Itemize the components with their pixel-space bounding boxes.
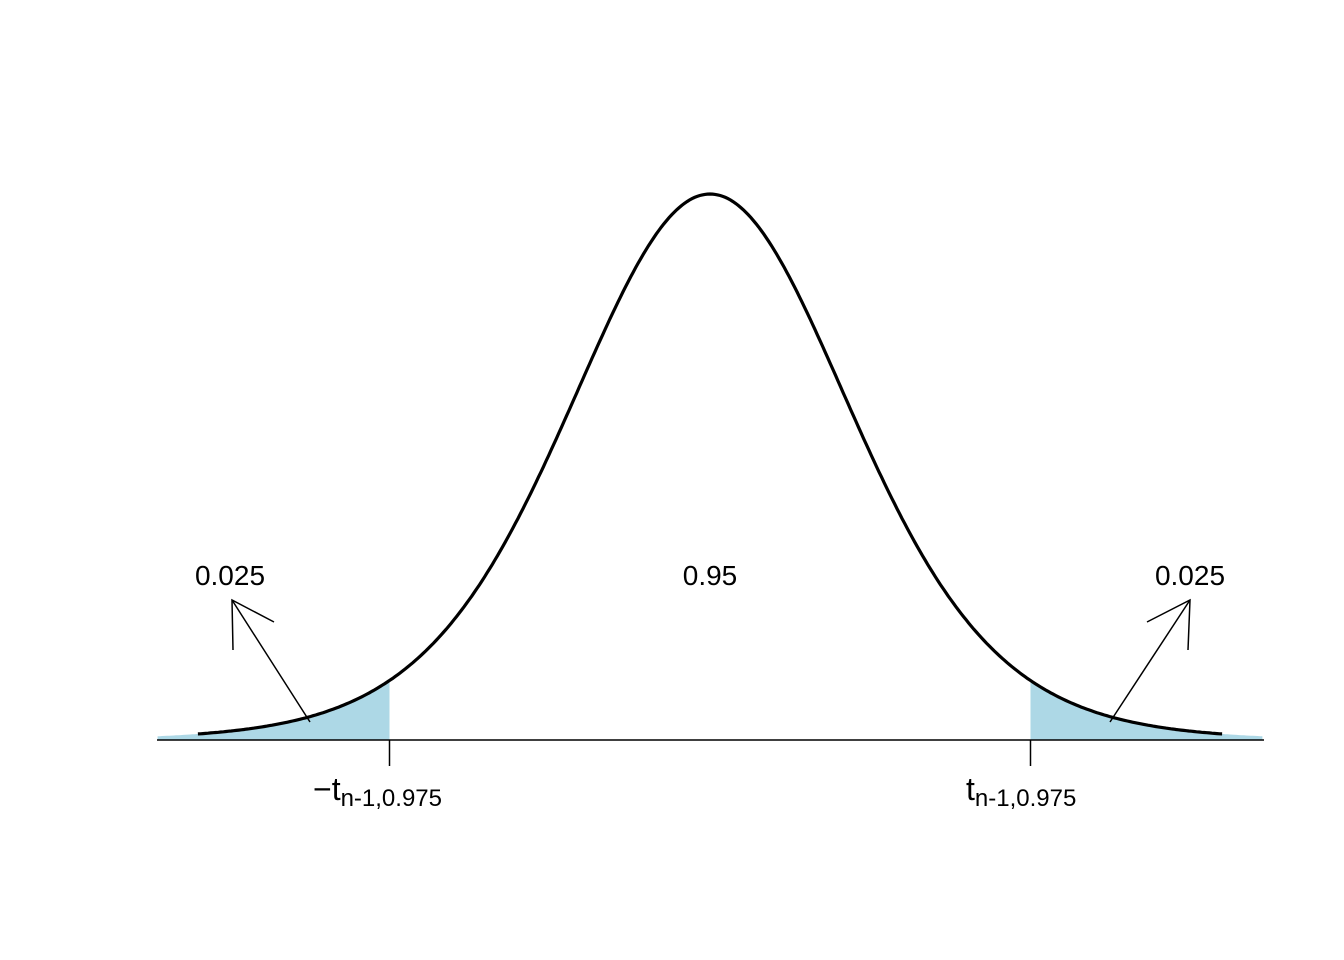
left-arrow <box>231 598 311 723</box>
left-tail-label: 0.025 <box>195 560 265 591</box>
center-area-label: 0.95 <box>683 560 738 591</box>
left-tail-shade <box>157 680 390 740</box>
tick-label-right-main: t <box>966 771 975 807</box>
right-tail-shade <box>1030 680 1263 740</box>
tick-label-right-subscript: n-1,0.975 <box>975 785 1076 812</box>
tick-label-left: −tn-1,0.975 <box>313 771 442 812</box>
right-arrow <box>1109 598 1191 723</box>
tick-label-right: tn-1,0.975 <box>966 771 1076 812</box>
density-curve <box>197 192 1223 736</box>
tick-label-left-subscript: n-1,0.975 <box>341 785 442 812</box>
tick-label-left-main: −t <box>313 771 341 807</box>
right-tail-label: 0.025 <box>1155 560 1225 591</box>
